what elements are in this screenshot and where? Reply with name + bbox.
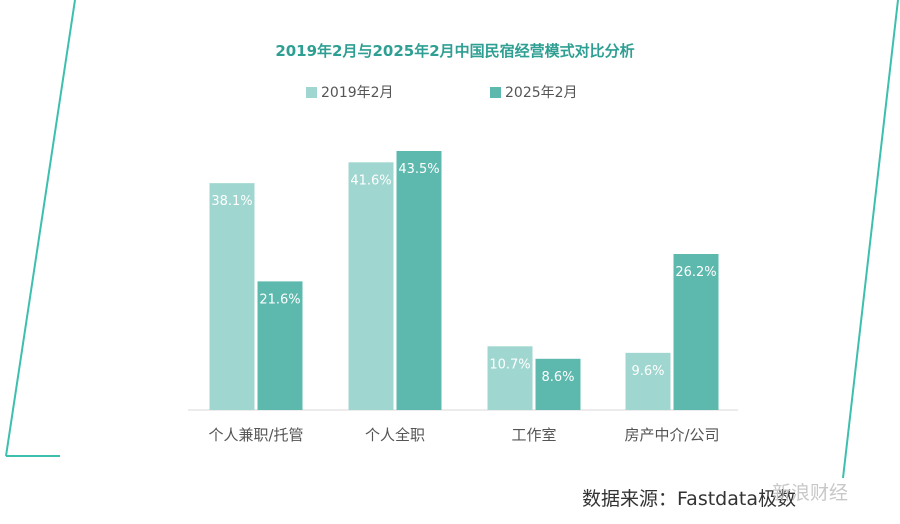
bar-label-2019-1: 41.6%	[350, 173, 391, 188]
legend-label-2019: 2019年2月	[321, 85, 394, 101]
bar-label-2025-3: 26.2%	[675, 265, 716, 280]
watermark: 新浪财经	[772, 482, 849, 504]
bars	[209, 151, 719, 410]
x-tick-label-0: 个人兼职/托管	[208, 426, 303, 444]
bar-label-2019-3: 9.6%	[631, 364, 664, 379]
bar-label-2025-0: 21.6%	[259, 292, 300, 307]
bar-label-2025-2: 8.6%	[541, 370, 574, 385]
bar-2019-2	[487, 346, 533, 410]
bar-labels: 38.1% 21.6% 41.6% 43.5% 10.7% 8.6% 9.6% 26.2%	[211, 162, 716, 385]
legend-swatch-2019	[306, 87, 317, 98]
x-tick-label-1: 个人全职	[365, 426, 425, 444]
legend: 2019年2月 2025年2月	[306, 85, 578, 101]
x-tick-label-2: 工作室	[511, 426, 556, 444]
bar-2025-1	[396, 151, 442, 410]
chart-title: 2019年2月与2025年2月中国民宿经营模式对比分析	[275, 42, 634, 60]
x-ticks: 个人兼职/托管 个人全职 工作室 房产中介/公司	[208, 426, 719, 444]
source-note: 数据来源：Fastdata极数	[582, 488, 796, 510]
bar-2019-0	[209, 183, 255, 410]
bar-2019-1	[348, 162, 394, 410]
bar-2025-2	[535, 358, 581, 410]
legend-swatch-2025	[490, 87, 501, 98]
x-tick-label-3: 房产中介/公司	[624, 426, 719, 444]
frame-right-line	[842, 0, 899, 479]
bar-label-2019-0: 38.1%	[211, 194, 252, 209]
bar-2025-0	[257, 281, 303, 410]
legend-label-2025: 2025年2月	[505, 85, 578, 101]
frame-left-line	[5, 0, 76, 457]
bar-label-2025-1: 43.5%	[398, 162, 439, 177]
bar-label-2019-2: 10.7%	[489, 357, 530, 372]
bar-2019-3	[625, 352, 671, 410]
bar-2025-3	[673, 254, 719, 410]
